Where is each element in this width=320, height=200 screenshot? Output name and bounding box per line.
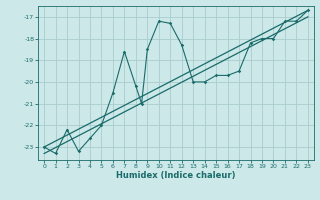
X-axis label: Humidex (Indice chaleur): Humidex (Indice chaleur) [116, 171, 236, 180]
